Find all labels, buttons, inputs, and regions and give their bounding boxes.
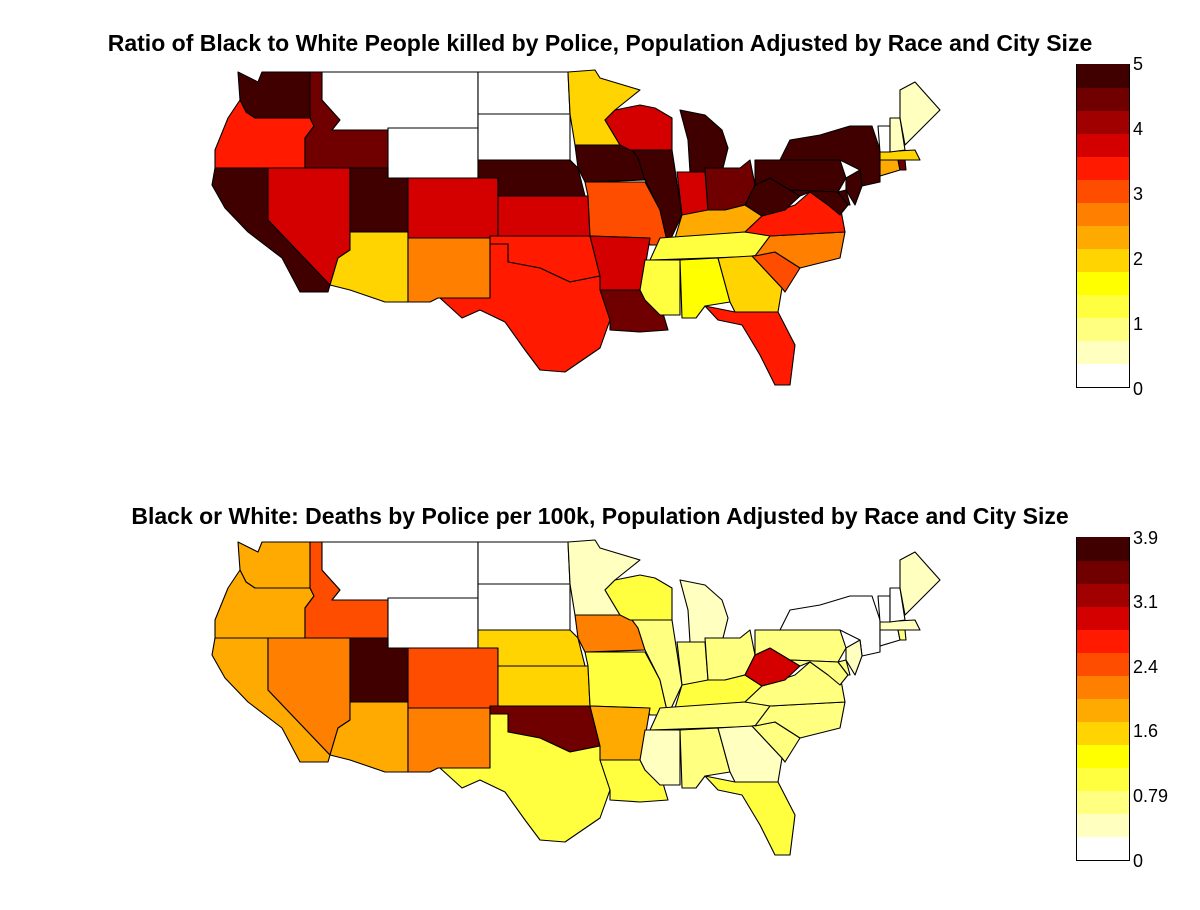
state-me bbox=[899, 551, 941, 616]
colorbar-segment bbox=[1077, 110, 1129, 134]
state-sd bbox=[477, 583, 571, 631]
state-wa bbox=[237, 541, 311, 589]
state-il bbox=[631, 149, 683, 246]
state-ut bbox=[349, 167, 409, 233]
map-title-top: Ratio of Black to White People killed by… bbox=[107, 30, 1093, 56]
state-ut bbox=[349, 637, 409, 703]
state-mi bbox=[679, 579, 729, 643]
state-vt bbox=[877, 125, 891, 153]
colorbar-segment bbox=[1077, 790, 1129, 814]
state-de bbox=[837, 189, 851, 206]
state-ct bbox=[879, 159, 901, 177]
state-nm bbox=[407, 237, 491, 303]
colorbar-segment bbox=[1077, 156, 1129, 180]
state-nm bbox=[407, 707, 491, 773]
state-nj bbox=[845, 639, 863, 676]
state-in bbox=[676, 641, 709, 687]
state-nd bbox=[477, 71, 571, 115]
state-va bbox=[744, 661, 846, 707]
state-de bbox=[837, 659, 851, 676]
state-mo bbox=[584, 651, 669, 716]
map-title-bottom: Black or White: Deaths by Police per 100… bbox=[131, 503, 1069, 529]
state-tx bbox=[439, 713, 611, 843]
state-in bbox=[676, 171, 709, 217]
colorbar-tick: 4 bbox=[1133, 119, 1144, 139]
state-ks bbox=[497, 195, 591, 237]
us-state-map-bottom bbox=[211, 539, 941, 856]
colorbar-tick: 3 bbox=[1133, 184, 1144, 204]
colorbar-segment bbox=[1077, 537, 1129, 562]
state-ri bbox=[897, 629, 907, 641]
colorbar-segment bbox=[1077, 87, 1129, 111]
state-nj bbox=[845, 169, 863, 206]
colorbar-tick: 2 bbox=[1133, 249, 1144, 269]
colorbar-tick: 1 bbox=[1133, 314, 1144, 334]
colorbar-tick: 1.6 bbox=[1133, 721, 1159, 741]
state-ks bbox=[497, 665, 591, 707]
state-nd bbox=[477, 541, 571, 585]
colorbar-tick: 2.4 bbox=[1133, 657, 1159, 677]
colorbar-segment bbox=[1077, 583, 1129, 607]
colorbar-segment bbox=[1077, 64, 1129, 89]
colorbar-bottom bbox=[1076, 537, 1130, 861]
colorbar-tick: 5 bbox=[1133, 54, 1144, 74]
state-ri bbox=[897, 159, 907, 171]
colorbar-segment bbox=[1077, 560, 1129, 584]
colorbar-segment bbox=[1077, 836, 1129, 860]
us-state-map-top bbox=[211, 69, 941, 386]
colorbar-segment bbox=[1077, 721, 1129, 745]
state-mt bbox=[321, 541, 479, 601]
state-tx bbox=[439, 243, 611, 373]
colorbar-segment bbox=[1077, 202, 1129, 226]
colorbar-segment bbox=[1077, 744, 1129, 768]
colorbar-segment bbox=[1077, 363, 1129, 387]
state-mo bbox=[584, 181, 669, 246]
colorbar-segment bbox=[1077, 675, 1129, 699]
colorbar-segment bbox=[1077, 271, 1129, 295]
colorbar-segment bbox=[1077, 317, 1129, 341]
colorbar-segment bbox=[1077, 629, 1129, 653]
colorbar-segment bbox=[1077, 294, 1129, 318]
colorbar-segment bbox=[1077, 340, 1129, 364]
state-sd bbox=[477, 113, 571, 161]
state-mt bbox=[321, 71, 479, 131]
colorbar-tick: 0 bbox=[1133, 851, 1144, 871]
colorbar-tick: 3.9 bbox=[1133, 528, 1159, 548]
state-fl bbox=[704, 775, 796, 856]
colorbar-segment bbox=[1077, 813, 1129, 837]
state-vt bbox=[877, 595, 891, 623]
colorbar-top bbox=[1076, 64, 1130, 388]
state-me bbox=[899, 81, 941, 146]
state-co bbox=[407, 177, 499, 239]
state-wa bbox=[237, 71, 311, 119]
colorbar-segment bbox=[1077, 767, 1129, 791]
state-wy bbox=[387, 597, 479, 649]
colorbar-segment bbox=[1077, 606, 1129, 630]
state-wy bbox=[387, 127, 479, 179]
colorbar-segment bbox=[1077, 698, 1129, 722]
state-ct bbox=[879, 629, 901, 647]
state-il bbox=[631, 619, 683, 716]
colorbar-segment bbox=[1077, 652, 1129, 676]
colorbar-tick: 3.1 bbox=[1133, 592, 1159, 612]
state-mi bbox=[679, 109, 729, 173]
colorbar-segment bbox=[1077, 133, 1129, 157]
state-fl bbox=[704, 305, 796, 386]
colorbar-segment bbox=[1077, 179, 1129, 203]
colorbar-segment bbox=[1077, 248, 1129, 272]
colorbar-tick: 0 bbox=[1133, 379, 1144, 399]
colorbar-tick: 0.79 bbox=[1133, 786, 1169, 806]
colorbar-segment bbox=[1077, 225, 1129, 249]
state-va bbox=[744, 191, 846, 237]
state-co bbox=[407, 647, 499, 709]
